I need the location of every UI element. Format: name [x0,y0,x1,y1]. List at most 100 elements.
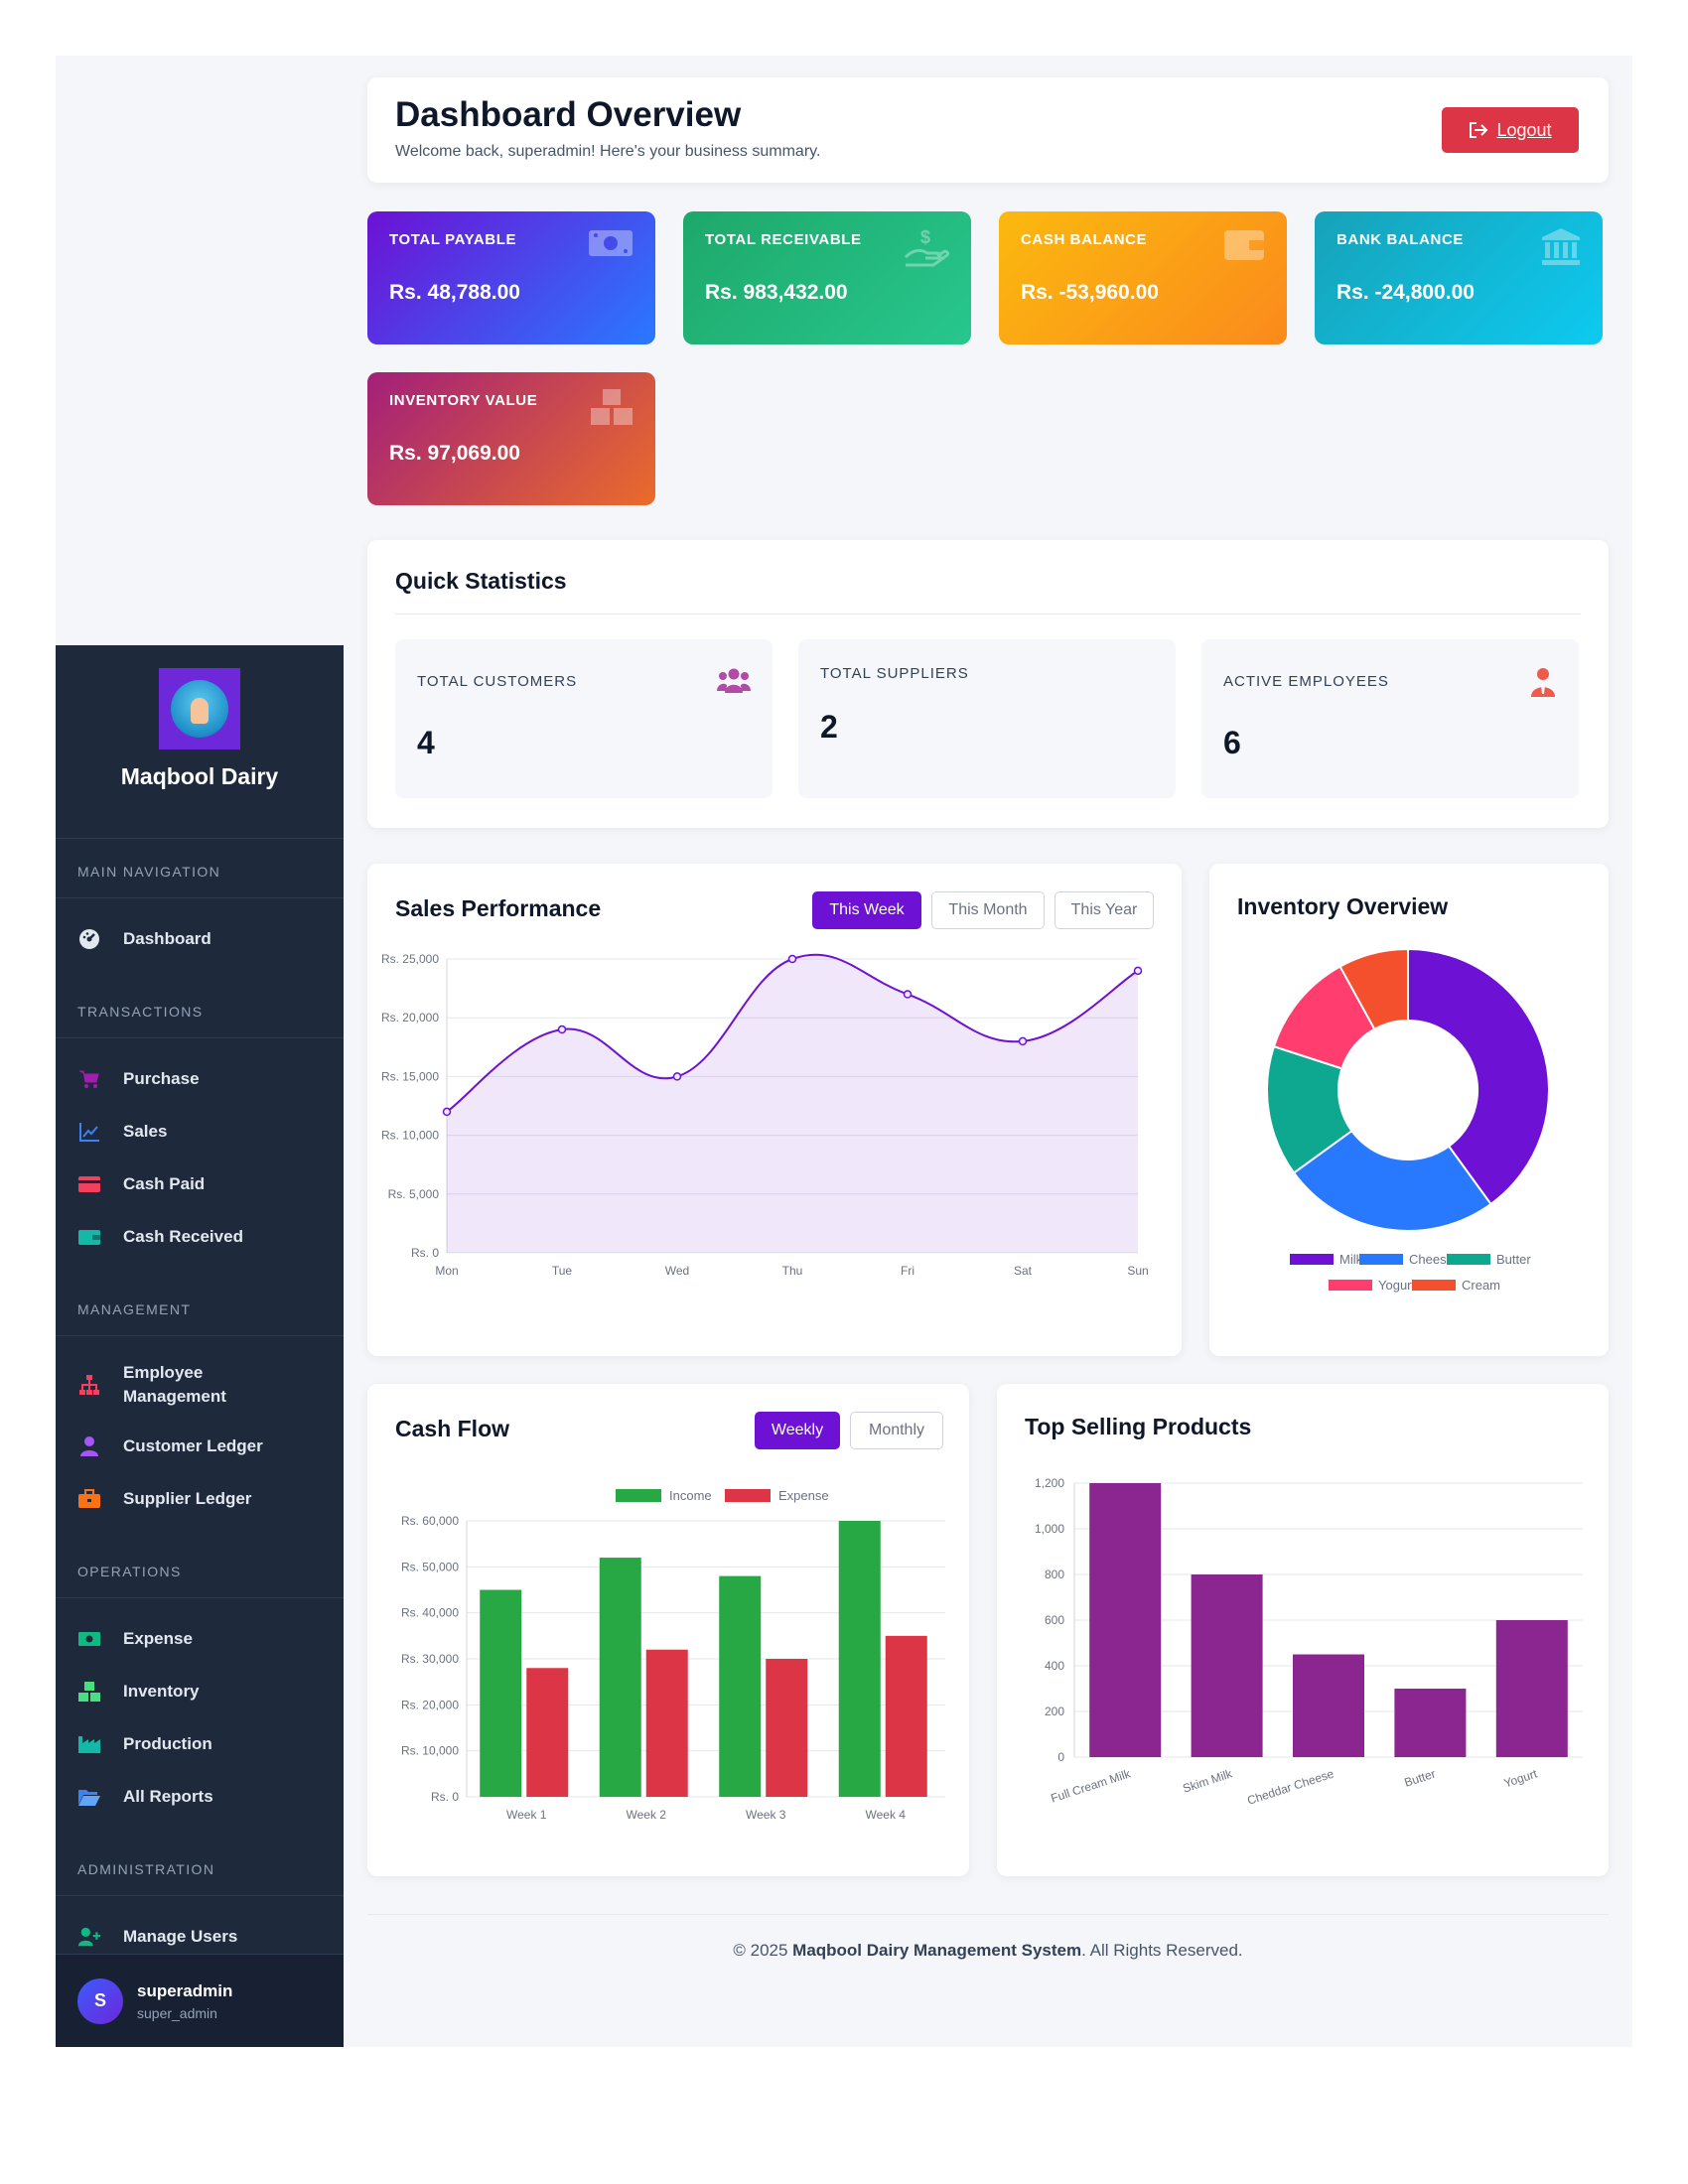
bank-icon [1542,228,1580,265]
bar-expense [645,1649,688,1797]
sales-point [672,1072,682,1081]
sidebar-item-customer-ledger[interactable]: Customer Ledger [56,1420,344,1472]
boxes-icon [77,1680,101,1704]
sidebar-item-employee-management[interactable]: Employee Management [56,1350,344,1420]
stat-cash-balance[interactable]: CASH BALANCE Rs. -53,960.00 [999,211,1287,344]
legend-label: Expense [778,1488,829,1503]
x-tick-label: Yogurt [1502,1766,1540,1790]
tab-this-month[interactable]: This Month [931,891,1045,929]
bar-income [838,1521,881,1797]
page-subtitle: Welcome back, superadmin! Here's your bu… [395,143,821,160]
logout-button[interactable]: Logout [1442,107,1579,153]
legend-swatch [725,1489,771,1502]
top-selling-title: Top Selling Products [1025,1414,1252,1439]
quick-stat-customers: TOTAL CUSTOMERS 4 [395,639,773,798]
sidebar-item-manage-users[interactable]: Manage Users [56,1910,344,1963]
user-icon [77,1434,101,1458]
tab-monthly[interactable]: Monthly [850,1412,943,1449]
stat-value: Rs. -24,800.00 [1336,281,1475,304]
y-tick-label: Rs. 15,000 [381,1069,439,1083]
y-tick-label: 200 [1045,1705,1064,1718]
user-name: superadmin [137,1980,233,2000]
tab-weekly[interactable]: Weekly [755,1412,840,1449]
sitemap-icon [77,1373,101,1397]
stat-value: Rs. 48,788.00 [389,281,520,304]
y-tick-label: Rs. 20,000 [401,1698,459,1711]
bar-product [1191,1574,1263,1757]
legend-label: Income [669,1488,712,1503]
legend-label: Butter [1496,1252,1531,1267]
quick-stat-suppliers: TOTAL SUPPLIERS 2 [798,639,1176,798]
sidebar-item-all-reports[interactable]: All Reports [56,1770,344,1823]
x-tick-label: Skim Milk [1181,1766,1234,1795]
boxes-icon [591,389,633,425]
current-user[interactable]: S superadmin super_admin [56,1954,344,2047]
sidebar-item-expense[interactable]: Expense [56,1612,344,1665]
sidebar-item-sales[interactable]: Sales [56,1105,344,1158]
brand-logo[interactable] [159,668,240,750]
section-transactions: TRANSACTIONS [56,979,344,1038]
sales-line-chart: Rs. 0 Rs. 5,000 Rs. 10,000 Rs. 15,000 Rs. 20… [381,952,1149,1278]
stat-inventory-value[interactable]: INVENTORY VALUE Rs. 97,069.00 [367,372,655,505]
sidebar-brand: Maqbool Dairy [56,668,344,839]
y-tick-label: Rs. 30,000 [401,1652,459,1666]
stat-value: Rs. -53,960.00 [1021,281,1159,304]
y-tick-label: Rs. 10,000 [401,1744,459,1758]
legend-swatch [1329,1280,1372,1291]
quick-stat-label: TOTAL SUPPLIERS [820,665,969,682]
legend-swatch [1412,1280,1456,1291]
stat-label: TOTAL PAYABLE [389,231,517,248]
bar-income [480,1589,522,1797]
sidebar-item-cash-received[interactable]: Cash Received [56,1210,344,1263]
hand-dollar-icon: $ [904,227,949,267]
quick-stat-value: 4 [417,725,435,760]
legend-swatch [1290,1254,1334,1265]
sidebar-item-label: Cash Received [123,1226,243,1246]
page-title: Dashboard Overview [395,95,742,134]
y-tick-label: 1,000 [1035,1522,1064,1536]
sidebar-item-inventory[interactable]: Inventory [56,1665,344,1717]
sidebar-item-production[interactable]: Production [56,1717,344,1770]
y-tick-label: 1,200 [1035,1476,1064,1490]
stat-bank-balance[interactable]: BANK BALANCE Rs. -24,800.00 [1315,211,1603,344]
y-tick-label: 800 [1045,1568,1064,1581]
sidebar-item-label: Supplier Ledger [123,1488,252,1508]
money-icon [589,230,633,256]
tab-this-year[interactable]: This Year [1055,891,1154,929]
tab-this-week[interactable]: This Week [812,891,921,929]
y-tick-label: Rs. 5,000 [388,1187,440,1201]
footer: © 2025 Maqbool Dairy Management System. … [367,1914,1609,1993]
legend-label: Milk [1339,1252,1363,1267]
y-tick-label: Rs. 40,000 [401,1606,459,1620]
y-tick-label: 600 [1045,1613,1064,1627]
y-tick-label: Rs. 20,000 [381,1011,439,1024]
stat-label: CASH BALANCE [1021,231,1148,248]
bar-expense [885,1635,927,1797]
sales-point [557,1024,567,1034]
y-tick-label: Rs. 0 [411,1246,439,1260]
sidebar-item-dashboard[interactable]: Dashboard [56,912,344,965]
x-tick-label: Wed [665,1264,689,1278]
sidebar-item-supplier-ledger[interactable]: Supplier Ledger [56,1472,344,1525]
inventory-overview-card: Inventory Overview Milk Cheese Butter Yogur… [1209,864,1609,1356]
wallet-icon [1224,230,1264,260]
sidebar-item-cash-paid[interactable]: Cash Paid [56,1158,344,1210]
stat-total-payable[interactable]: TOTAL PAYABLE Rs. 48,788.00 [367,211,655,344]
x-tick-label: Week 1 [506,1808,547,1822]
x-tick-label: Thu [782,1264,803,1278]
money-bill-icon [77,1627,101,1651]
stat-total-receivable[interactable]: TOTAL RECEIVABLE Rs. 983,432.00 $ [683,211,971,344]
bar-income [599,1558,641,1797]
sales-point [1133,966,1143,976]
x-tick-label: Fri [901,1264,914,1278]
line-chart-icon [77,1120,101,1144]
sales-point [903,990,913,999]
y-tick-label: 400 [1045,1659,1064,1673]
x-tick-label: Sat [1014,1264,1033,1278]
sidebar-item-label: Purchase [123,1068,200,1088]
sidebar-item-purchase[interactable]: Purchase [56,1052,344,1105]
x-tick-label: Cheddar Cheese [1245,1766,1336,1807]
x-tick-label: Week 2 [627,1808,667,1822]
bar-product [1089,1483,1162,1757]
bar-product [1495,1620,1568,1757]
